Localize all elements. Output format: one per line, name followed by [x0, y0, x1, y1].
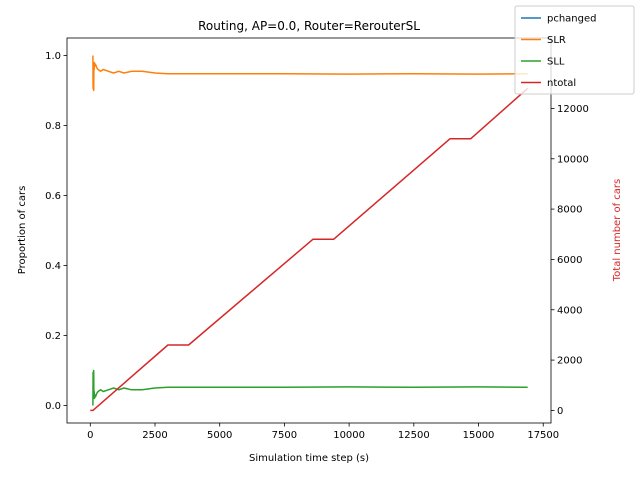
x-tick-label: 12500 — [398, 430, 430, 441]
y-axis-left: 0.0 0.2 0.4 0.6 0.8 1.0 — [45, 51, 67, 412]
y-tick-label: 0.6 — [45, 191, 61, 202]
series-line-ntotal — [90, 87, 529, 412]
y-axis-title: Proportion of cars — [17, 186, 28, 275]
y2-tick-label: 8000 — [557, 205, 582, 216]
y2-tick-label: 2000 — [557, 356, 582, 367]
plot-area — [66, 37, 552, 424]
plot-frame — [66, 37, 552, 424]
x-tick-label: 2500 — [142, 430, 167, 441]
legend-label-ntotal: ntotal — [547, 78, 576, 89]
y-tick-label: 0.4 — [45, 261, 61, 272]
y2-tick-label: 10000 — [557, 154, 589, 165]
legend: pchanged SLR SLL ntotal — [514, 5, 635, 95]
x-tick-label: 0 — [87, 430, 93, 441]
x-tick-label: 5000 — [207, 430, 232, 441]
y-tick-label: 0.2 — [45, 331, 61, 342]
y2-tick-label: 4000 — [557, 305, 582, 316]
series-line-SLL — [92, 369, 528, 406]
y-tick-label: 0.0 — [45, 401, 61, 412]
chart-title: Routing, AP=0.0, Router=RerouterSL — [198, 19, 420, 33]
y2-tick-label: 0 — [557, 406, 563, 417]
x-tick-label: 7500 — [272, 430, 297, 441]
x-tick-label: 17500 — [527, 430, 559, 441]
y2-tick-label: 6000 — [557, 255, 582, 266]
x-axis: 0 2500 5000 7500 10000 12500 15000 17500 — [87, 423, 559, 441]
y2-tick-label: 12000 — [557, 104, 589, 115]
y-tick-label: 1.0 — [45, 51, 61, 62]
x-tick-label: 15000 — [463, 430, 495, 441]
series-line-SLR — [92, 55, 528, 92]
legend-label-SLL: SLL — [547, 57, 565, 68]
legend-label-pchanged: pchanged — [547, 14, 597, 25]
legend-box — [514, 5, 635, 95]
y-tick-label: 0.8 — [45, 121, 61, 132]
legend-label-SLR: SLR — [547, 35, 566, 46]
y-axis-right: 0 2000 4000 6000 8000 10000 12000 — [551, 104, 589, 417]
x-axis-title: Simulation time step (s) — [249, 453, 369, 464]
y2-axis-title: Total number of cars — [612, 179, 623, 283]
series-layer — [90, 55, 529, 412]
x-tick-label: 10000 — [333, 430, 365, 441]
legend-items: pchanged SLR SLL ntotal — [521, 14, 597, 89]
